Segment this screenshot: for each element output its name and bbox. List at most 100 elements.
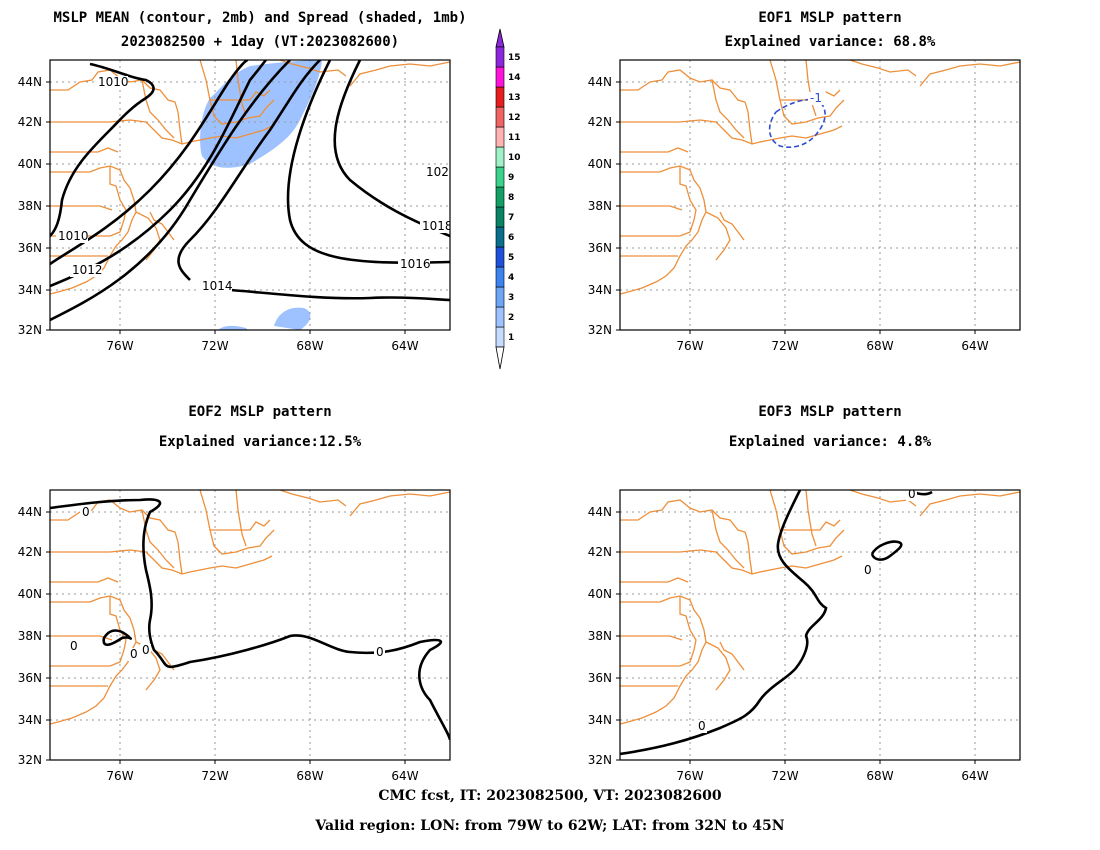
contour-mean-3	[50, 60, 291, 322]
lat-tick-label-eof3-4: 36N	[588, 671, 612, 685]
lat-tick-label-mean-2: 40N	[18, 157, 42, 171]
coastline-12	[149, 641, 175, 671]
colorbar-label-11: 11	[508, 133, 521, 143]
contour-mean-1	[50, 60, 249, 266]
contour-label-mean-0: 1010	[98, 75, 129, 89]
coastline-2	[50, 595, 137, 725]
contour-eof3-2	[909, 490, 933, 496]
colorbar-label-9: 9	[508, 173, 514, 183]
coastline-5	[747, 111, 753, 145]
colorbar-label-15: 15	[508, 53, 521, 63]
coastline-13	[135, 641, 161, 691]
lon-tick-label-eof2-2: 68W	[296, 769, 323, 783]
contour-label-bg-mean-3	[200, 280, 232, 293]
colorbar-top-arrow	[495, 28, 505, 48]
spread-patch-1	[274, 307, 311, 330]
coastline-15	[919, 61, 1020, 87]
colorbar-swatch-1	[495, 326, 505, 348]
panel1-subtitle: 2023082500 + 1day (VT:2023082600)	[120, 34, 400, 50]
colorbar-swatch-2	[495, 306, 505, 328]
contour-label-eof2-1: 0	[70, 639, 78, 653]
lat-tick-label-eof3-3: 38N	[588, 629, 612, 643]
contour-label-bg-mean-0	[96, 76, 128, 89]
coastline-11	[780, 519, 841, 531]
coastline-12	[149, 211, 175, 241]
contour-label-bg-mean-1	[56, 230, 88, 243]
contour-label-bg-mean-5	[420, 220, 450, 233]
contour-mean-0	[50, 62, 155, 237]
lat-tick-label-mean-5: 34N	[18, 283, 42, 297]
coastline-9	[199, 490, 275, 555]
coastline-13	[705, 641, 731, 691]
colorbar-swatch-9	[495, 166, 505, 188]
contour-label-eof2-0: 0	[82, 505, 90, 519]
contour-label-bg-eof1-0	[808, 92, 826, 105]
map-body-eof1: -1	[620, 60, 1020, 330]
contour-label-eof3-1: 0	[864, 563, 872, 577]
colorbar-swatch-4	[495, 266, 505, 288]
coastline-1	[620, 549, 843, 575]
lon-tick-label-mean-1: 72W	[201, 339, 228, 353]
coastline-5	[747, 541, 753, 575]
colorbar-swatch-11	[495, 126, 505, 148]
lat-tick-label-eof2-3: 38N	[18, 629, 42, 643]
colorbar-swatch-5	[495, 246, 505, 268]
coastline-13	[135, 211, 161, 261]
lat-tick-label-eof3-1: 42N	[588, 545, 612, 559]
colorbar-label-8: 8	[508, 193, 514, 203]
lon-tick-label-eof3-3: 64W	[961, 769, 988, 783]
coastline-0	[50, 69, 179, 113]
contour-label-bg-eof3-2	[696, 720, 707, 733]
contour-label-bg-eof2-0	[80, 506, 91, 519]
colorbar-swatch-7	[495, 206, 505, 228]
lon-tick-label-mean-3: 64W	[391, 339, 418, 353]
coastline-6	[50, 147, 119, 153]
panel4-title: EOF3 MSLP pattern	[758, 404, 902, 420]
coastline-5	[177, 541, 183, 575]
lon-tick-label-eof3-1: 72W	[771, 769, 798, 783]
colorbar-label-4: 4	[508, 273, 514, 283]
coastline-1	[50, 119, 273, 145]
colorbar-label-3: 3	[508, 293, 514, 303]
contour-mean-5	[199, 286, 450, 302]
colorbar-swatch-12	[495, 106, 505, 128]
colorbar-label-7: 7	[508, 213, 514, 223]
spread-patch-0	[200, 60, 322, 168]
lon-tick-label-mean-2: 68W	[296, 339, 323, 353]
map-body-eof3: 0 0 0	[620, 487, 1020, 760]
coastline-6	[50, 577, 119, 583]
lat-tick-label-eof1-6: 32N	[588, 323, 612, 337]
coastline-0	[620, 499, 749, 543]
panel3-title: EOF2 MSLP pattern	[188, 404, 332, 420]
lat-tick-label-eof1-3: 38N	[588, 199, 612, 213]
colorbar-swatch-14	[495, 66, 505, 88]
lat-tick-label-eof3-6: 32N	[588, 753, 612, 767]
contour-label-bg-mean-6	[424, 166, 449, 179]
contour-label-mean-6: 102	[426, 165, 449, 179]
contour-eof3-0	[620, 490, 828, 756]
coastline-9	[199, 60, 275, 125]
colorbar-swatch-8	[495, 186, 505, 208]
map-frame-eof1	[619, 59, 1021, 331]
coastline-13	[705, 211, 731, 261]
lon-tick-label-eof2-0: 76W	[106, 769, 133, 783]
contour-label-eof3-0: 0	[908, 487, 916, 501]
contour-label-mean-2: 1012	[72, 263, 103, 277]
lat-tick-label-eof2-2: 40N	[18, 587, 42, 601]
lon-tick-label-eof1-0: 76W	[676, 339, 703, 353]
coastline-4	[711, 509, 745, 569]
contour-mean-6	[286, 60, 450, 265]
coastline-7	[50, 205, 113, 211]
coastline-7	[620, 635, 683, 641]
contour-label-bg-mean-4	[398, 258, 430, 271]
coastline-11	[210, 89, 271, 101]
coastline-0	[50, 499, 179, 543]
lat-tick-label-mean-1: 42N	[18, 115, 42, 129]
contour-label-bg-mean-2	[70, 264, 102, 277]
colorbar-bottom-arrow	[495, 346, 505, 370]
colorbar-swatch-3	[495, 286, 505, 308]
panel2-title: EOF1 MSLP pattern	[758, 10, 902, 26]
coastline-10	[805, 60, 817, 117]
lon-tick-label-eof1-3: 64W	[961, 339, 988, 353]
